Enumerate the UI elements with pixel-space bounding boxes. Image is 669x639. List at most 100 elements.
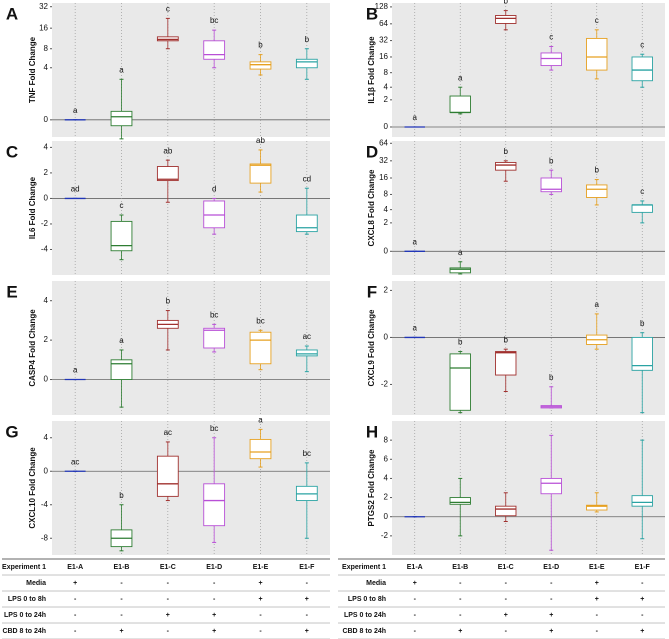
table-cell: +	[166, 612, 170, 619]
box	[110, 220, 133, 252]
table-cell: E1-B	[114, 564, 130, 571]
table-cell: +	[413, 580, 417, 587]
y-tick-label: 2	[384, 218, 389, 227]
table-cell: -	[213, 596, 216, 603]
panel-label: F	[367, 282, 377, 301]
y-tick-label: -4	[41, 500, 49, 509]
y-tick-label: 16	[39, 23, 48, 32]
table-cell: -	[505, 580, 508, 587]
y-tick-label: 4	[384, 474, 389, 483]
y-tick-label: 4	[44, 63, 49, 72]
significance-letter: ac	[303, 332, 311, 341]
significance-letter: c	[549, 33, 553, 42]
y-tick-label: 32	[379, 36, 388, 45]
y-tick-label: 32	[379, 156, 388, 165]
table-cell: E1-F	[635, 564, 651, 571]
table-cell: -	[167, 628, 170, 635]
y-tick-label: 2	[44, 335, 49, 344]
box	[586, 37, 608, 71]
table-cell: -	[120, 580, 123, 587]
y-tick-label: 0	[44, 466, 49, 475]
table-cell: +	[305, 596, 309, 603]
table-cell: E1-D	[543, 564, 559, 571]
table-cell: E1-D	[206, 564, 222, 571]
plot-area	[392, 141, 665, 275]
significance-letter: b	[549, 373, 554, 382]
plot-area	[52, 141, 330, 275]
significance-letter: a	[413, 237, 418, 246]
significance-letter: bc	[210, 310, 218, 319]
table-cell: -	[550, 596, 553, 603]
significance-letter: ac	[71, 457, 79, 466]
y-tick-label: 2	[384, 286, 389, 295]
significance-letter: ab	[163, 146, 172, 155]
y-axis-label: IL1β Fold Change	[367, 36, 376, 104]
box	[203, 40, 226, 60]
box	[631, 56, 653, 82]
panel-label: G	[5, 422, 18, 441]
significance-letter: b	[640, 319, 645, 328]
box	[495, 15, 517, 24]
box	[586, 184, 608, 198]
table-row-label: CBD 8 to 24h	[2, 628, 46, 635]
box	[295, 58, 318, 69]
significance-letter: b	[258, 41, 263, 50]
table-cell: -	[306, 612, 309, 619]
y-axis-label: CASP4 Fold Change	[28, 309, 37, 387]
table-cell: +	[549, 628, 553, 635]
y-tick-label: 32	[39, 2, 48, 11]
significance-letter: b	[595, 166, 600, 175]
y-tick-label: -4	[41, 245, 49, 254]
significance-letter: a	[73, 106, 78, 115]
y-tick-label: 4	[44, 296, 49, 305]
significance-letter: b	[166, 297, 171, 306]
box	[156, 455, 179, 497]
significance-letter: a	[119, 65, 124, 74]
plot-area	[52, 281, 330, 415]
table-cell: -	[167, 580, 170, 587]
panel-label: D	[366, 142, 378, 161]
box	[495, 161, 517, 171]
table-cell: -	[120, 596, 123, 603]
box	[631, 204, 653, 213]
table-cell: -	[596, 628, 599, 635]
table-cell: +	[258, 580, 262, 587]
box	[110, 359, 133, 380]
table-cell: +	[549, 612, 553, 619]
table-cell: +	[595, 596, 599, 603]
y-tick-label: 16	[379, 52, 388, 61]
significance-letter: c	[640, 187, 644, 196]
table-cell: -	[120, 612, 123, 619]
y-axis-label: CXCL8 Fold Change	[367, 169, 376, 246]
table-cell: -	[641, 612, 644, 619]
table-row-label: LPS 0 to 24h	[4, 612, 46, 619]
y-tick-label: 0	[44, 194, 49, 203]
y-tick-label: 4	[44, 142, 49, 151]
y-axis-label: CXCL10 Fold Change	[28, 447, 37, 529]
table-cell: -	[459, 612, 462, 619]
box	[110, 110, 133, 127]
table-cell: -	[414, 596, 417, 603]
y-tick-label: -8	[41, 533, 49, 542]
table-cell: -	[459, 596, 462, 603]
table-cell: +	[212, 612, 216, 619]
y-tick-label: 8	[384, 435, 389, 444]
significance-letter: a	[73, 366, 78, 375]
table-cell: -	[459, 580, 462, 587]
y-axis-label: TNF Fold Change	[28, 36, 37, 103]
table-cell: -	[74, 596, 77, 603]
table-cell: -	[414, 612, 417, 619]
box	[586, 504, 608, 511]
y-axis-label: CXCL9 Fold Change	[367, 309, 376, 386]
y-tick-label: 0	[384, 122, 389, 131]
table-row-label: LPS 0 to 24h	[344, 612, 386, 619]
table-cell: E1-E	[253, 564, 269, 571]
table-cell: -	[596, 612, 599, 619]
y-tick-label: 0	[384, 333, 389, 342]
significance-letter: cd	[303, 174, 311, 183]
y-tick-label: 16	[379, 173, 388, 182]
box	[249, 331, 272, 365]
y-tick-label: 64	[379, 138, 388, 147]
table-cell: -	[167, 596, 170, 603]
